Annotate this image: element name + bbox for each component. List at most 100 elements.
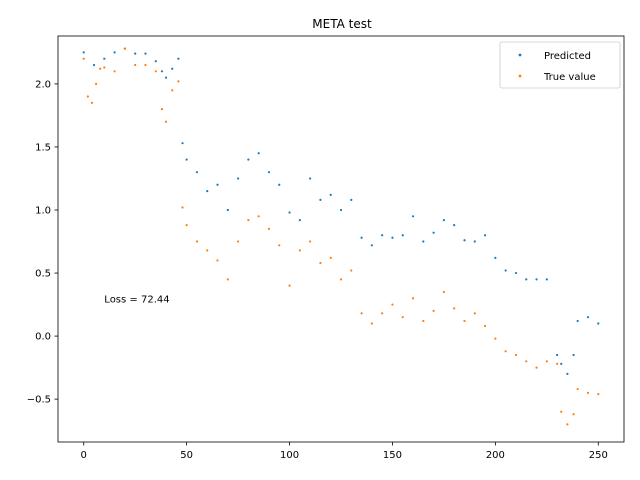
- x-tick-label: 50: [180, 450, 193, 461]
- data-point: [164, 120, 168, 123]
- data-point: [185, 224, 188, 227]
- data-point: [103, 66, 106, 69]
- data-point: [298, 218, 301, 222]
- data-point: [185, 158, 188, 161]
- data-point: [401, 234, 404, 237]
- data-point: [171, 89, 174, 92]
- data-point: [226, 208, 229, 212]
- data-point: [463, 239, 466, 242]
- data-point: [177, 57, 180, 60]
- data-point: [381, 312, 384, 315]
- data-point: [92, 63, 96, 67]
- data-point: [422, 319, 425, 323]
- data-point: [442, 218, 446, 222]
- data-point: [391, 303, 394, 306]
- data-point: [556, 353, 559, 357]
- data-point: [572, 413, 575, 416]
- data-point: [160, 70, 164, 73]
- legend-label: Predicted: [544, 51, 591, 62]
- x-tick-label: 100: [280, 450, 299, 461]
- x-tick-label: 0: [81, 450, 87, 461]
- data-point: [154, 60, 157, 63]
- data-point: [134, 52, 137, 55]
- data-point: [309, 177, 312, 180]
- data-point: [113, 51, 116, 54]
- data-point: [453, 307, 456, 310]
- data-point: [370, 322, 373, 325]
- data-point: [216, 183, 219, 186]
- data-point: [572, 353, 575, 357]
- data-point: [94, 82, 98, 86]
- data-point: [494, 337, 497, 340]
- data-point: [216, 259, 219, 262]
- data-point: [329, 193, 332, 196]
- data-point: [195, 171, 199, 174]
- data-point: [288, 284, 291, 287]
- legend: Predicted True value: [499, 41, 621, 89]
- data-point: [278, 244, 281, 247]
- data-point: [123, 47, 126, 50]
- y-tick-label: 1.5: [35, 142, 51, 153]
- data-point: [350, 198, 353, 202]
- data-point: [319, 198, 322, 202]
- data-point: [576, 319, 579, 323]
- data-point: [597, 322, 600, 325]
- x-tick-label: 250: [589, 450, 608, 461]
- data-point: [86, 95, 89, 98]
- data-point: [257, 215, 260, 218]
- data-point: [566, 372, 569, 376]
- data-point: [453, 224, 456, 227]
- data-point: [545, 360, 548, 363]
- data-point: [247, 218, 250, 222]
- series-2: [82, 47, 600, 426]
- data-point: [370, 244, 373, 247]
- data-point: [90, 101, 94, 104]
- legend-marker: [518, 74, 522, 78]
- data-point: [103, 57, 106, 60]
- data-point: [525, 360, 528, 363]
- data-point: [463, 319, 466, 323]
- data-point: [556, 362, 559, 365]
- data-point: [560, 410, 563, 413]
- data-point: [113, 70, 116, 73]
- data-point: [144, 63, 147, 67]
- data-point: [586, 316, 590, 319]
- data-point: [339, 208, 343, 212]
- data-point: [483, 324, 487, 328]
- data-point: [432, 309, 435, 312]
- data-point: [319, 261, 322, 265]
- data-point: [597, 392, 600, 396]
- data-point: [82, 51, 85, 54]
- data-point: [483, 234, 487, 237]
- y-tick-label: 0.5: [35, 269, 51, 280]
- data-point: [411, 297, 415, 300]
- data-point: [278, 183, 281, 186]
- data-point: [360, 312, 363, 315]
- data-point: [576, 387, 579, 391]
- data-point: [309, 240, 312, 243]
- data-point: [350, 269, 353, 272]
- data-point: [99, 67, 102, 70]
- data-point: [226, 278, 229, 281]
- data-point: [206, 189, 209, 193]
- data-point: [160, 108, 164, 111]
- data-point: [181, 142, 184, 145]
- data-point: [381, 234, 384, 237]
- data-point: [545, 278, 548, 281]
- axes-frame: [57, 35, 625, 443]
- data-point: [195, 240, 199, 243]
- data-point: [535, 366, 538, 369]
- data-point: [247, 158, 250, 161]
- data-point: [504, 269, 507, 272]
- data-point: [494, 256, 497, 260]
- legend-marker: [518, 53, 522, 57]
- data-point: [206, 249, 209, 252]
- data-point: [566, 423, 569, 426]
- data-point: [298, 249, 301, 252]
- data-point: [329, 256, 332, 260]
- legend-label: True value: [543, 72, 596, 83]
- data-point: [267, 171, 271, 174]
- y-tick-label: 2.0: [35, 79, 51, 90]
- data-point: [422, 240, 425, 243]
